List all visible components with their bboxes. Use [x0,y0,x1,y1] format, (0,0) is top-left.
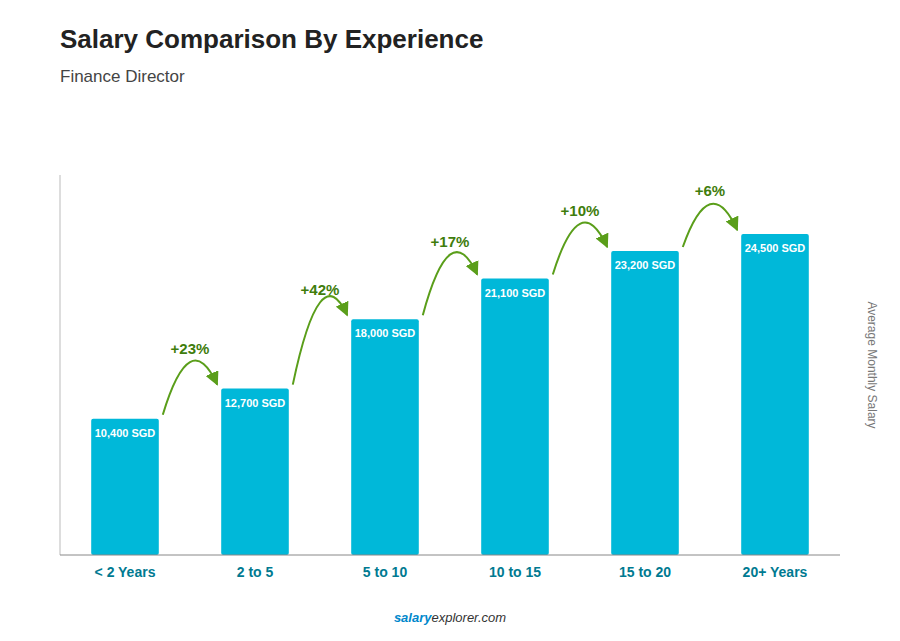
x-tick-label: 15 to 20 [619,564,671,580]
bar [351,319,419,555]
x-tick-label: 10 to 15 [489,564,541,580]
pct-change: +23% [171,340,210,357]
title: Salary Comparison By Experience [60,24,483,54]
x-tick-label: 20+ Years [743,564,808,580]
growth-arrow [553,223,607,275]
growth-arrow [163,361,217,415]
growth-arrow [683,204,737,247]
x-tick-label: 5 to 10 [363,564,408,580]
data-label: 12,700 SGD [225,397,286,409]
growth-arrow [293,296,347,384]
data-label: 23,200 SGD [615,259,676,271]
footer-part: salary [394,610,432,625]
footer-part: explorer.com [431,610,506,625]
x-tick-label: 2 to 5 [237,564,274,580]
background [0,0,900,641]
bar [481,279,549,555]
subtitle: Finance Director [60,67,185,86]
pct-change: +6% [695,182,725,199]
growth-arrow [423,252,477,315]
pct-change: +42% [301,281,340,298]
x-axis-line [60,555,840,556]
bar [741,234,809,555]
bar [221,389,289,555]
x-tick-label: < 2 Years [95,564,156,580]
bar [91,419,159,555]
bar [611,251,679,555]
footer: salaryexplorer.com [394,610,506,625]
bars [91,234,809,555]
pct-change: +17% [431,233,470,250]
y-label: Average Monthly Salary [865,301,879,428]
data-label: 10,400 SGD [95,427,156,439]
y-axis-line [60,175,61,555]
data-label: 24,500 SGD [745,242,806,254]
data-label: 18,000 SGD [355,327,416,339]
chart: Salary Comparison By Experience Finance D… [0,0,900,641]
pct-change: +10% [561,202,600,219]
data-label: 21,100 SGD [485,287,546,299]
